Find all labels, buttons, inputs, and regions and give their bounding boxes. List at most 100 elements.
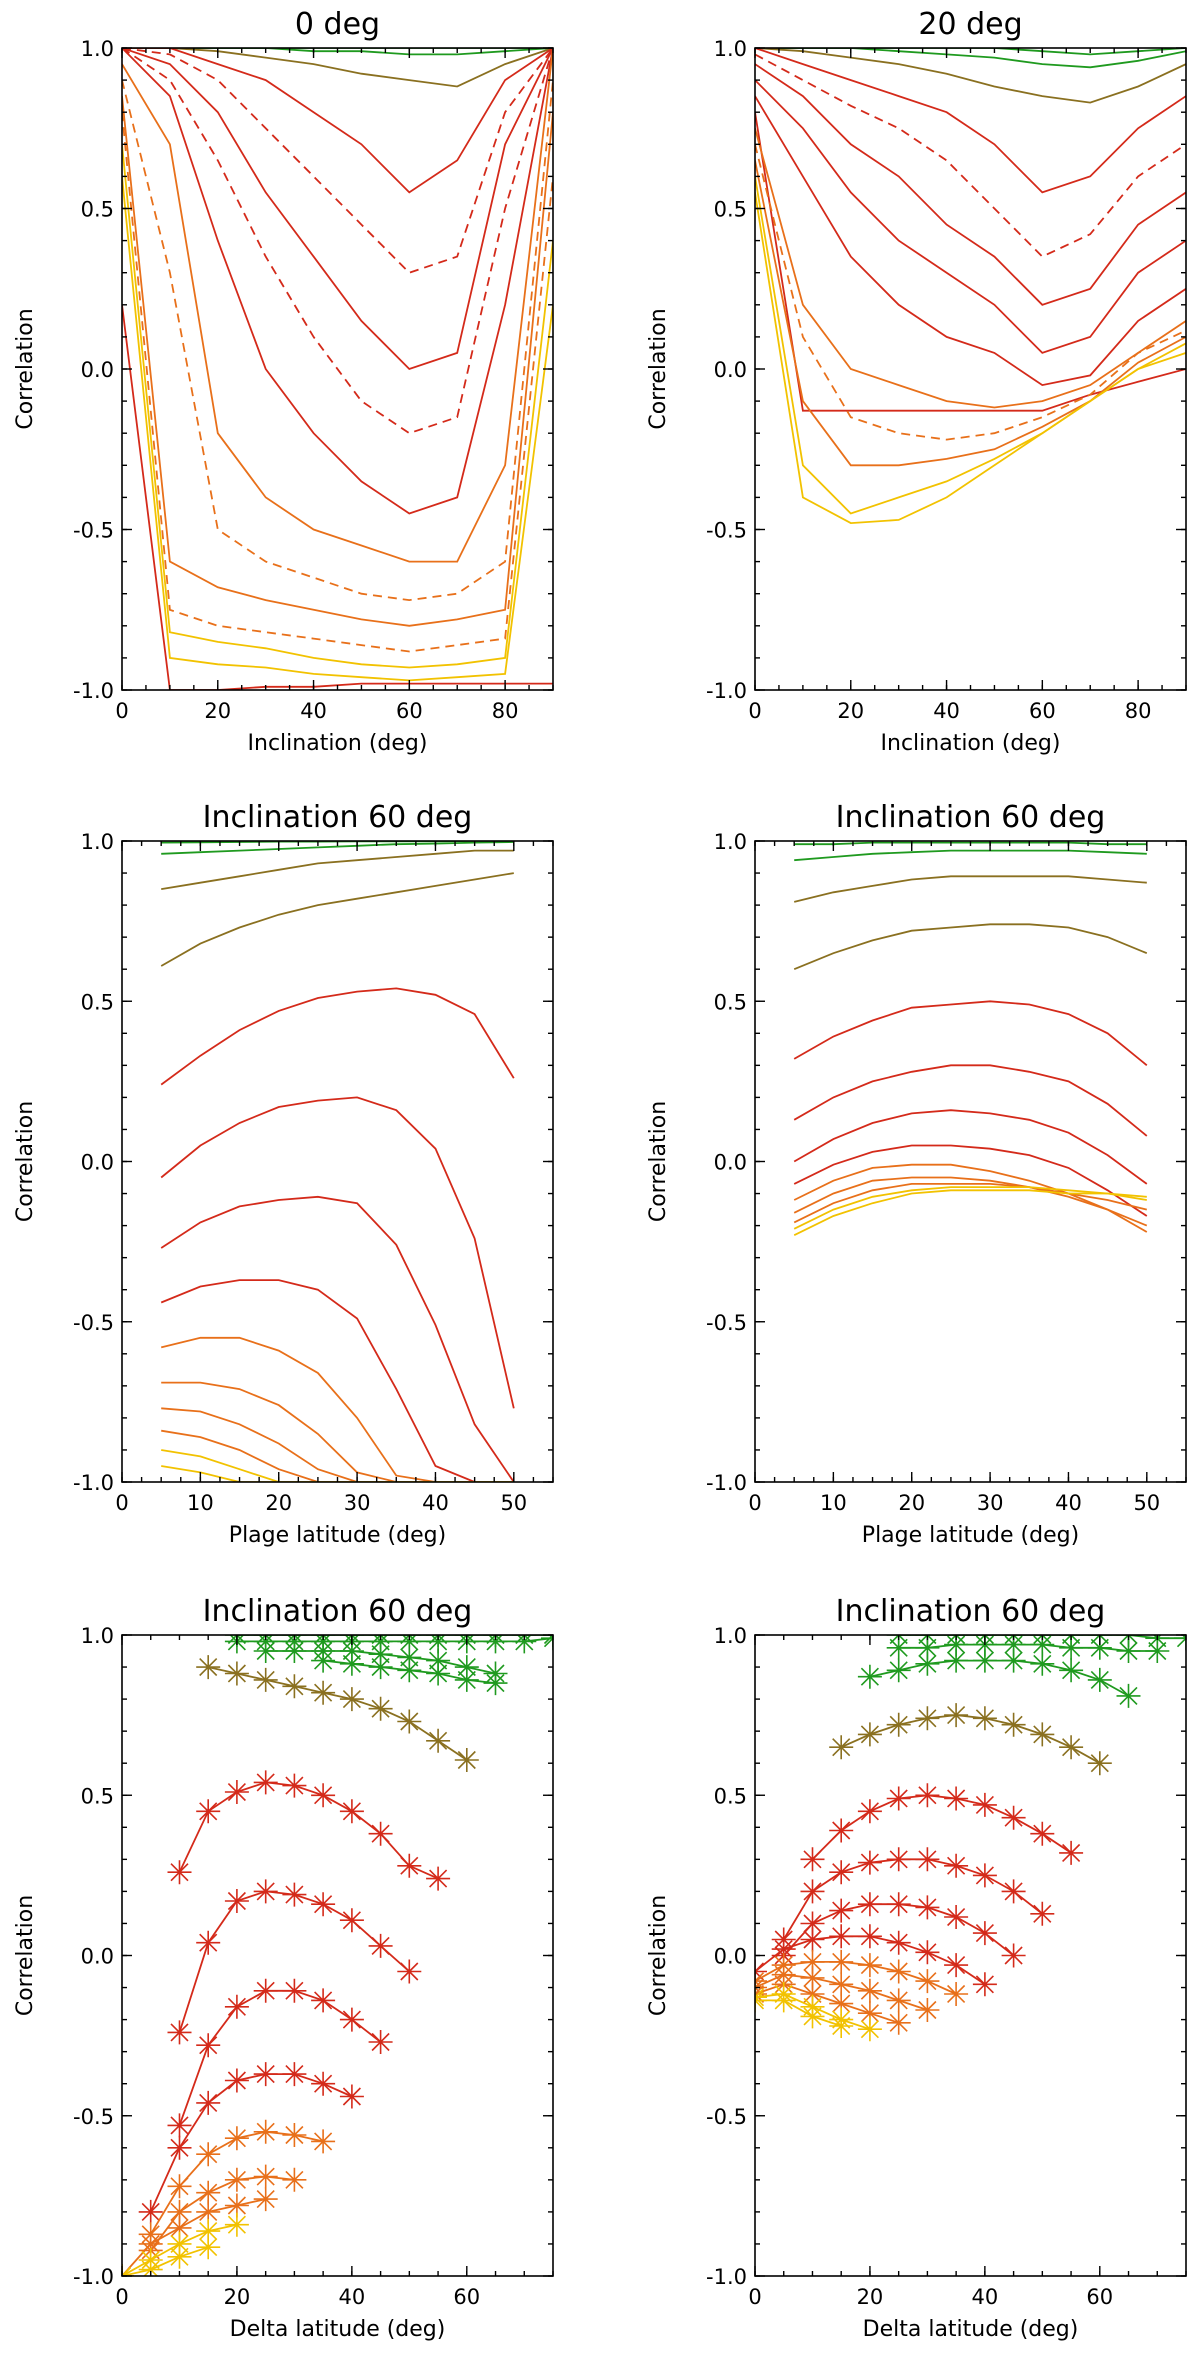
- x-tick-label: 20: [857, 2285, 884, 2309]
- data-point: [397, 1658, 422, 1683]
- series-line: [161, 1449, 514, 1482]
- series-line: [755, 95, 1186, 387]
- y-tick-label: 0.5: [714, 198, 747, 222]
- series-line: [161, 849, 514, 890]
- data-point: [167, 2020, 192, 2045]
- x-tick-label: 20: [204, 699, 231, 723]
- y-tick-label: 0.5: [81, 198, 114, 222]
- data-point: [311, 1783, 336, 1808]
- data-point: [339, 1687, 364, 1712]
- series-line: [149, 2073, 353, 2213]
- x-tick-label: 80: [492, 699, 519, 723]
- y-tick-label: -1.0: [73, 679, 114, 703]
- data-point: [1116, 1639, 1141, 1663]
- series-line: [793, 1189, 1147, 1237]
- data-point: [800, 1847, 825, 1872]
- x-tick-label: 40: [338, 2285, 365, 2309]
- series-line: [208, 1666, 468, 1761]
- data-point: [311, 2071, 336, 2096]
- x-tick-label: 0: [115, 699, 128, 723]
- x-tick-label: 80: [1125, 699, 1152, 723]
- series-line: [898, 1643, 1158, 1652]
- series-line: [178, 1989, 382, 2126]
- series-line: [793, 1144, 1148, 1217]
- data-point: [1030, 1821, 1055, 1846]
- data-point: [800, 1879, 825, 1904]
- data-point: [771, 1988, 796, 2013]
- data-point: [253, 1879, 278, 1904]
- panel-4: Inclination 60 deg 0 10 20 30 40 50 -1.0 -0.5 0.0…: [646, 800, 1187, 1548]
- data-point: [224, 2167, 249, 2192]
- series-line: [793, 1186, 1147, 1230]
- data-point: [339, 2007, 364, 2032]
- series-line: [898, 1635, 1186, 1640]
- data-point: [196, 1655, 221, 1680]
- x-tick-label: 10: [820, 1491, 847, 1515]
- x-tick-label: 40: [422, 1491, 449, 1515]
- panel-6: Inclination 60 deg 0 20 40 60 -1.0 -0.5 0.0 0.5 1…: [646, 1594, 1187, 2342]
- data-point: [339, 1799, 364, 1824]
- series-line: [794, 849, 1147, 862]
- data-point: [915, 1706, 940, 1731]
- data-point: [972, 1972, 997, 1997]
- data-point: [829, 1898, 854, 1923]
- data-point: [253, 2062, 278, 2087]
- data-point: [339, 1908, 364, 1933]
- series-line: [122, 176, 553, 682]
- data-point: [196, 1930, 221, 1955]
- series-line: [160, 1279, 514, 1482]
- x-tick-label: 40: [1055, 1491, 1082, 1515]
- data-point: [1087, 1667, 1112, 1692]
- series-group: [122, 1635, 553, 2276]
- data-point: [282, 1773, 307, 1798]
- data-point: [1116, 1683, 1141, 1708]
- data-point: [224, 2212, 249, 2237]
- plot-frame: [754, 840, 1187, 1483]
- data-point: [426, 1728, 451, 1753]
- data-point: [397, 1635, 422, 1654]
- data-point: [972, 1921, 997, 1946]
- series-line: [755, 48, 1186, 104]
- series-line: [160, 1336, 514, 1482]
- data-point: [224, 2193, 249, 2218]
- x-tick-label: 60: [1086, 2285, 1113, 2309]
- data-point: [800, 1949, 825, 1974]
- data-point: [972, 1792, 997, 1817]
- y-tick-label: -1.0: [73, 2265, 114, 2289]
- y-tick-label: -1.0: [706, 679, 747, 703]
- data-point: [196, 2142, 221, 2167]
- series-line: [122, 144, 553, 669]
- data-point: [253, 1667, 278, 1692]
- data-point: [915, 1651, 940, 1676]
- series-line: [178, 1781, 439, 1880]
- data-point: [167, 2174, 192, 2199]
- data-point: [829, 1949, 854, 1974]
- series-line: [755, 144, 1186, 441]
- data-point: [800, 1927, 825, 1952]
- series-line: [793, 1064, 1148, 1137]
- data-point: [944, 1905, 969, 1929]
- data-point: [857, 2001, 882, 2026]
- x-tick-label: 20: [265, 1491, 292, 1515]
- data-point: [196, 2033, 221, 2058]
- data-point: [224, 2126, 249, 2151]
- y-axis-label: Correlation: [646, 1895, 671, 2016]
- data-point: [454, 1667, 479, 1692]
- data-point: [282, 1674, 307, 1699]
- data-point: [196, 2219, 221, 2244]
- x-axis-label: Inclination (deg): [881, 731, 1061, 756]
- panel-2: 20 deg 0 20 40 60 80 -1.0 -0.5 0.0 0.5 1.0 Inclinat…: [646, 7, 1187, 756]
- series-line: [161, 1381, 514, 1482]
- data-point: [282, 1639, 307, 1663]
- y-axis-label: Correlation: [13, 1895, 38, 2016]
- x-tick-label: 20: [898, 1491, 925, 1515]
- data-point: [857, 1978, 882, 2003]
- y-axis-label: Correlation: [646, 308, 671, 429]
- data-point: [829, 1860, 854, 1885]
- series-line: [755, 192, 1186, 525]
- data-point: [167, 2135, 192, 2160]
- y-tick-label: 0.0: [81, 358, 114, 382]
- y-tick-label: -0.5: [706, 2105, 747, 2129]
- data-point: [282, 1882, 307, 1907]
- y-tick-label: 1.0: [81, 1624, 114, 1648]
